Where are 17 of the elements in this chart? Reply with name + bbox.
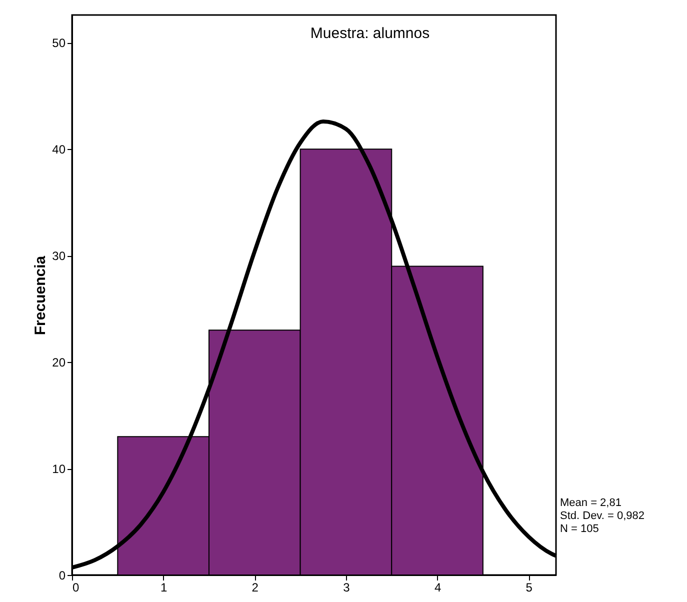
text: Std. Dev. = 0,982 — [560, 510, 644, 522]
text: Mean = 2,81 — [560, 497, 622, 509]
text: Muestra: alumnos — [310, 25, 430, 42]
y-tick-label: 20 — [52, 356, 66, 370]
x-tick-label: 0 — [72, 580, 80, 594]
y-tick-label: 30 — [52, 249, 66, 264]
y-tick-label: 0 — [58, 568, 66, 582]
y-tick-label: 50 — [52, 36, 66, 50]
y-tick-label: 10 — [52, 462, 66, 476]
y-tick-label: 40 — [52, 142, 66, 157]
x-tick-label: 4 — [434, 580, 442, 594]
x-tick-label: 2 — [252, 580, 259, 594]
y-axis-title: Frecuencia — [32, 255, 50, 336]
x-tick-label: 1 — [160, 580, 168, 594]
text: N = 105 — [560, 523, 599, 535]
x-tick-label: 5 — [526, 580, 533, 594]
x-tick-label: 3 — [343, 580, 350, 594]
